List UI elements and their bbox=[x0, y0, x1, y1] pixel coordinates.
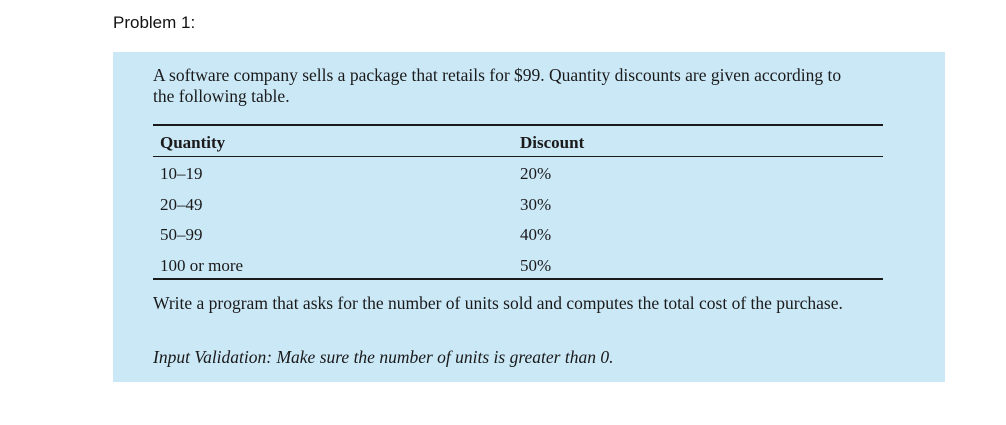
table-header-discount: Discount bbox=[520, 133, 585, 152]
problem-heading: Problem 1: bbox=[113, 13, 196, 32]
table-row-quantity: 100 or more bbox=[160, 256, 244, 275]
table-header-rule bbox=[153, 156, 883, 157]
table-row-discount: 50% bbox=[520, 256, 552, 275]
table-header-quantity: Quantity bbox=[160, 133, 226, 152]
table-row-discount: 40% bbox=[520, 225, 552, 244]
table-row-discount: 20% bbox=[520, 164, 552, 183]
input-validation-note: Input Validation: Make sure the number o… bbox=[153, 347, 614, 367]
problem-task: Write a program that asks for the number… bbox=[153, 293, 843, 313]
table-row-quantity: 20–49 bbox=[160, 195, 203, 214]
problem-intro: A software company sells a package that … bbox=[153, 65, 842, 106]
table-row-quantity: 50–99 bbox=[160, 225, 203, 244]
table-row-discount: 30% bbox=[520, 195, 552, 214]
table-top-rule bbox=[153, 124, 883, 126]
table-bottom-rule bbox=[153, 278, 883, 280]
problem-box: A software company sells a package that … bbox=[113, 52, 945, 382]
table-row-quantity: 10–19 bbox=[160, 164, 203, 183]
